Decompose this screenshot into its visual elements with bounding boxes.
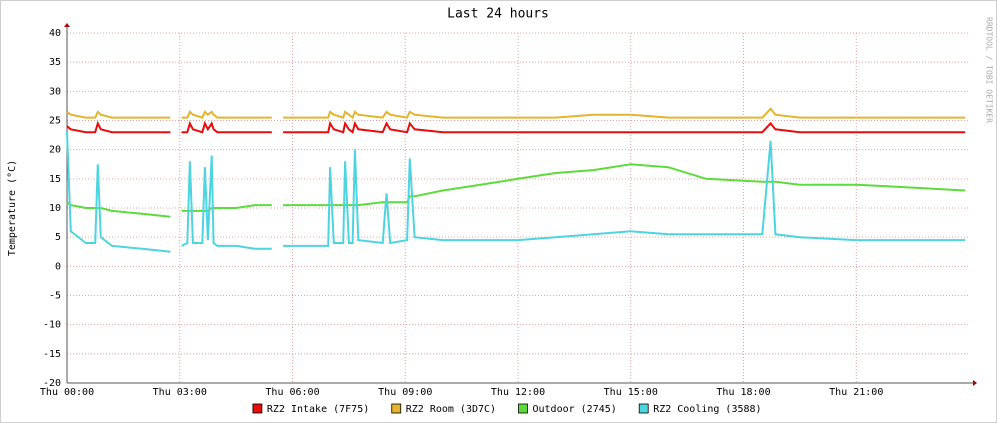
legend-label: Outdoor (2745) (533, 404, 617, 415)
series-line (66, 107, 966, 120)
y-tick-label: 15 (49, 174, 61, 185)
x-tick-label: Thu 09:00 (378, 387, 432, 398)
side-note: RRDTOOL / TOBI OETIKER (985, 17, 994, 123)
chart-title: Last 24 hours (447, 7, 549, 22)
y-tick-label: 20 (49, 145, 61, 156)
y-axis-label: Temperature (°C) (7, 160, 18, 256)
legend-swatch (391, 403, 402, 414)
legend-swatch (518, 403, 528, 414)
y-tick-label: -20 (43, 378, 61, 389)
legend-swatch (638, 403, 649, 414)
x-tick-label: Thu 00:00 (40, 387, 94, 398)
y-tick-label: 40 (49, 28, 61, 39)
x-tick-label: Thu 12:00 (491, 387, 545, 398)
x-tick-label: Thu 18:00 (716, 387, 770, 398)
y-tick-label: 30 (49, 86, 61, 97)
y-tick-label: -10 (43, 320, 61, 331)
y-tick-label: 35 (49, 57, 61, 68)
x-tick-label: Thu 03:00 (153, 387, 207, 398)
x-tick-label: Thu 21:00 (829, 387, 883, 398)
legend-label: RZ2 Room (3D7C) (406, 404, 496, 415)
x-tick-label: Thu 15:00 (604, 387, 658, 398)
y-tick-label: -15 (43, 349, 61, 360)
axis-arrow (973, 380, 977, 386)
y-tick-label: 10 (49, 203, 61, 214)
y-tick-label: 5 (55, 232, 61, 243)
series-line (66, 132, 966, 253)
y-tick-label: 25 (49, 116, 61, 127)
legend-swatch (252, 403, 263, 414)
legend-label: RZ2 Intake (7F75) (267, 404, 369, 415)
axis-arrow (64, 23, 70, 27)
series-line (66, 120, 966, 134)
y-tick-label: -5 (49, 291, 61, 302)
y-tick-label: 0 (55, 261, 61, 272)
x-tick-label: Thu 06:00 (265, 387, 319, 398)
legend-label: RZ2 Cooling (3588) (653, 404, 761, 415)
